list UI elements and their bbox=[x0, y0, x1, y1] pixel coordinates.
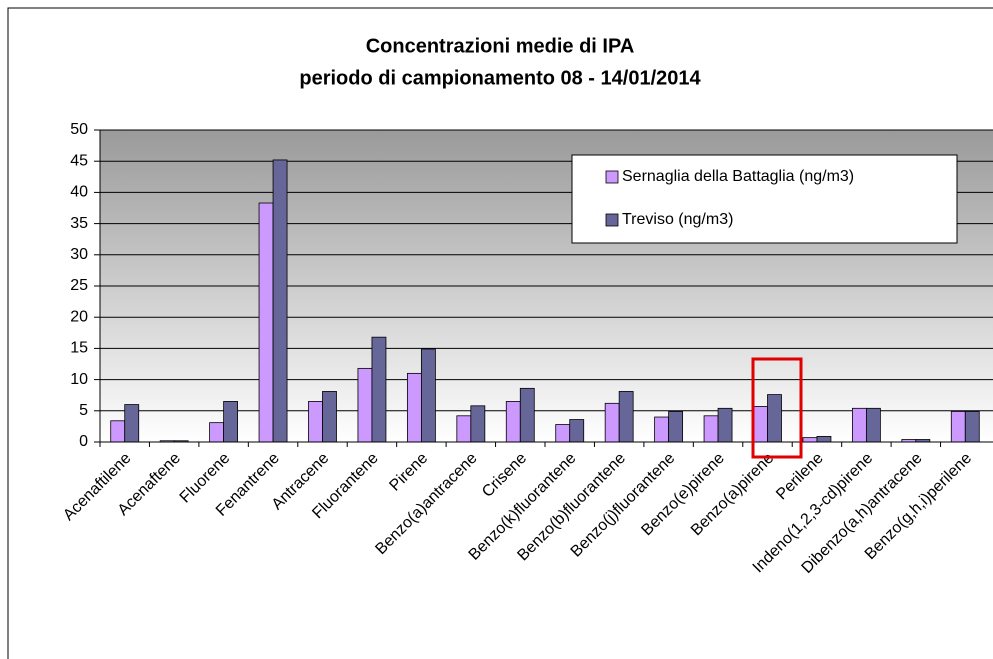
bar bbox=[964, 411, 980, 443]
bar bbox=[209, 422, 225, 443]
x-tick-label: Pirene bbox=[386, 450, 431, 495]
bar bbox=[470, 405, 486, 443]
bar bbox=[223, 401, 239, 443]
y-tick-label: 10 bbox=[70, 371, 88, 388]
y-tick-label: 35 bbox=[70, 215, 88, 232]
bar bbox=[110, 420, 126, 443]
y-tick-label: 0 bbox=[79, 433, 88, 450]
bar bbox=[802, 437, 818, 443]
highlight-box bbox=[751, 357, 803, 459]
bar bbox=[519, 387, 535, 443]
x-tick-label: Crisene bbox=[479, 450, 530, 501]
bar bbox=[456, 415, 472, 443]
bar bbox=[816, 435, 832, 443]
bar bbox=[124, 404, 140, 443]
chart-title: periodo di campionamento 08 - 14/01/2014 bbox=[299, 67, 701, 89]
bar bbox=[272, 159, 288, 443]
bar bbox=[668, 411, 684, 443]
y-tick-label: 50 bbox=[70, 121, 88, 138]
bar bbox=[618, 391, 634, 443]
bar bbox=[555, 424, 571, 443]
legend-label: Sernaglia della Battaglia (ng/m3) bbox=[622, 168, 854, 185]
bar bbox=[604, 402, 620, 443]
bar bbox=[851, 407, 867, 443]
bar bbox=[371, 336, 387, 443]
bar bbox=[357, 367, 373, 443]
legend-swatch bbox=[605, 213, 619, 227]
bar bbox=[322, 391, 337, 443]
y-tick-label: 20 bbox=[70, 308, 88, 325]
chart-title: Concentrazioni medie di IPA bbox=[366, 35, 635, 57]
y-tick-label: 45 bbox=[70, 152, 88, 169]
legend-label: Treviso (ng/m3) bbox=[622, 211, 733, 228]
bar bbox=[753, 406, 768, 443]
legend-swatch bbox=[605, 170, 619, 184]
y-tick-label: 5 bbox=[79, 402, 88, 419]
bar bbox=[717, 407, 733, 443]
bar bbox=[950, 411, 966, 443]
y-tick-label: 15 bbox=[70, 340, 88, 357]
bar bbox=[569, 419, 585, 443]
y-tick-label: 40 bbox=[70, 184, 88, 201]
bar bbox=[767, 394, 782, 443]
bar bbox=[865, 407, 881, 443]
y-tick-label: 25 bbox=[70, 277, 88, 294]
chart-frame bbox=[7, 7, 993, 659]
bar bbox=[258, 202, 274, 443]
bar bbox=[505, 401, 521, 443]
bar bbox=[308, 401, 323, 443]
legend bbox=[571, 154, 958, 244]
bar bbox=[406, 372, 422, 443]
bar bbox=[703, 415, 719, 443]
bar bbox=[420, 348, 436, 443]
y-tick-label: 30 bbox=[70, 246, 88, 263]
bar bbox=[654, 416, 670, 443]
